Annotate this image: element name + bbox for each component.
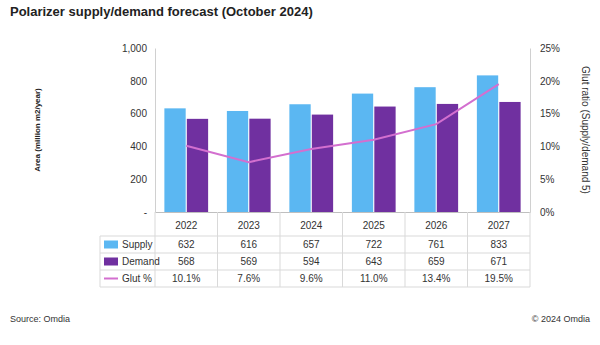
- y-tick-label: 400: [130, 141, 147, 152]
- bar: [374, 107, 395, 212]
- bar-series: [164, 75, 498, 212]
- y-tick-label: 800: [130, 76, 147, 87]
- y-tick: 200: [130, 174, 155, 185]
- table-rule: [280, 212, 281, 287]
- table-rule: [217, 212, 218, 287]
- data-label: 7.6%: [237, 273, 260, 284]
- y2-tick: 10%: [530, 141, 560, 152]
- legend-swatch: [104, 241, 118, 249]
- x-tick: 2025: [363, 212, 386, 231]
- y2-axis-line: [530, 49, 531, 213]
- y-tick-label: -: [144, 207, 147, 218]
- data-label: 10.1%: [172, 273, 200, 284]
- bar: [289, 104, 310, 212]
- y-tick: 600: [130, 108, 155, 119]
- y2-tick-label: 5%: [540, 174, 555, 185]
- data-label: 833: [490, 239, 507, 250]
- y2-tick-label: 15%: [540, 108, 560, 119]
- y2-tick: 5%: [530, 174, 555, 185]
- y-tick-label: 600: [130, 108, 147, 119]
- legend-label: Demand: [122, 256, 160, 267]
- y-axis-line: [155, 49, 156, 213]
- table-rule: [405, 212, 406, 287]
- data-label: 671: [490, 256, 507, 267]
- x-tick-label: 2022: [175, 220, 198, 231]
- data-label: 568: [178, 256, 195, 267]
- table-rule: [467, 212, 468, 287]
- x-tick-label: 2023: [238, 220, 261, 231]
- source: Source: Omdia: [10, 314, 70, 324]
- data-label: 643: [365, 256, 382, 267]
- x-tick: 2027: [488, 212, 511, 231]
- data-label: 761: [428, 239, 445, 250]
- legend-swatch: [104, 258, 118, 266]
- title: Polarizer supply/demand forecast (Octobe…: [10, 4, 313, 19]
- bar: [164, 108, 185, 212]
- y2-tick: 25%: [530, 43, 560, 54]
- bar: [437, 104, 458, 212]
- x-tick: 2024: [300, 212, 323, 231]
- bar: [312, 115, 333, 212]
- y-axis-title: Area (million m2/year): [33, 88, 42, 172]
- y2-axis-title: Glut ratio (Supply/demand 5): [580, 66, 591, 194]
- bar: [352, 94, 373, 212]
- legend-swatch: [104, 278, 118, 280]
- table-rule: [100, 270, 530, 271]
- data-label: 19.5%: [485, 273, 513, 284]
- y2-axis: 0% 5% 10% 15% 20% 25%: [530, 43, 560, 218]
- bar-series: [187, 102, 521, 212]
- table-rule: [530, 212, 531, 287]
- table-rule: [100, 253, 530, 254]
- x-tick: 2022: [175, 212, 198, 231]
- y-tick-label: 1,000: [122, 43, 147, 54]
- y2-tick-label: 20%: [540, 76, 560, 87]
- data-label: 632: [178, 239, 195, 250]
- plot-marks: [164, 75, 520, 212]
- data-table: Supply 632 616 657 722 761 833 Demand 568 569 594 6…: [100, 212, 530, 287]
- y2-tick: 15%: [530, 108, 560, 119]
- data-label: 722: [365, 239, 382, 250]
- y2-tick: 0%: [530, 207, 555, 218]
- data-label: 569: [240, 256, 257, 267]
- x-tick-label: 2025: [363, 220, 386, 231]
- table-rule: [342, 212, 343, 287]
- y-tick: -: [144, 207, 155, 218]
- x-tick-label: 2026: [425, 220, 448, 231]
- y-tick: 1,000: [122, 43, 155, 54]
- table-rule: [100, 287, 530, 288]
- data-label: 616: [240, 239, 257, 250]
- y2-tick-label: 0%: [540, 207, 555, 218]
- x-tick-label: 2024: [300, 220, 323, 231]
- bar: [187, 119, 208, 212]
- y-tick-label: 200: [130, 174, 147, 185]
- bar: [414, 87, 435, 212]
- y2-tick-label: 25%: [540, 43, 560, 54]
- copyright: © 2024 Omdia: [532, 314, 590, 324]
- data-label: 13.4%: [422, 273, 450, 284]
- x-tick-label: 2027: [488, 220, 511, 231]
- line: [186, 84, 499, 162]
- legend-label: Supply: [122, 239, 153, 250]
- y2-tick: 20%: [530, 76, 560, 87]
- x-tick: 2026: [425, 212, 448, 231]
- y-tick: 800: [130, 76, 155, 87]
- data-label: 659: [428, 256, 445, 267]
- data-label: 9.6%: [300, 273, 323, 284]
- data-label: 657: [303, 239, 320, 250]
- bar: [499, 102, 520, 212]
- table-rule: [100, 236, 101, 287]
- data-label: 594: [303, 256, 320, 267]
- data-label: 11.0%: [360, 273, 388, 284]
- y-tick: 400: [130, 141, 155, 152]
- table-rule: [155, 212, 156, 287]
- legend-label: Glut %: [122, 273, 152, 284]
- table-rule: [100, 236, 530, 237]
- x-tick: 2023: [238, 212, 261, 231]
- bar: [249, 119, 270, 212]
- y2-tick-label: 10%: [540, 141, 560, 152]
- y-axis: - 200 400 600 800 1,000: [122, 43, 156, 218]
- chart: Polarizer supply/demand forecast (Octobe…: [0, 0, 600, 345]
